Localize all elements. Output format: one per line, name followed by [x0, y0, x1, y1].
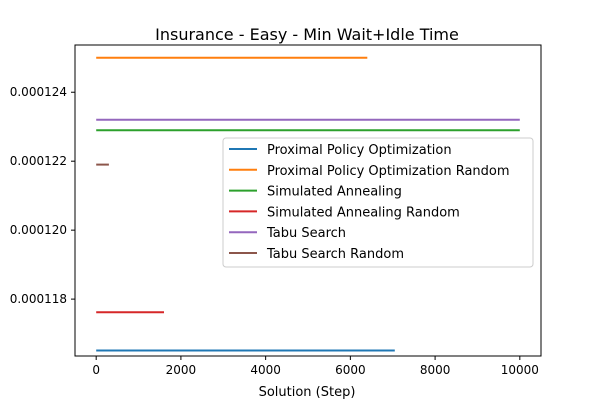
y-tick-label: 0.000120 — [10, 223, 67, 237]
x-tick-label: 4000 — [250, 363, 281, 377]
legend-label: Proximal Policy Optimization — [267, 143, 452, 158]
x-tick-label: 10000 — [501, 363, 539, 377]
x-tick-label: 2000 — [166, 363, 197, 377]
y-tick-label: 0.000122 — [10, 154, 67, 168]
legend-label: Tabu Search Random — [266, 247, 404, 262]
chart-title: Insurance - Easy - Min Wait+Idle Time — [155, 25, 459, 44]
legend-label: Proximal Policy Optimization Random — [267, 164, 510, 179]
x-tick-label: 6000 — [335, 363, 366, 377]
legend: Proximal Policy Optimization Proximal Pol… — [222, 137, 534, 268]
legend-label: Tabu Search — [266, 226, 346, 241]
plot-area-frame — [74, 44, 542, 357]
x-axis-label: Solution (Step) — [259, 385, 356, 400]
legend-box — [222, 137, 534, 268]
y-axis-ticks: 0.000118 0.000120 0.000122 0.000124 — [10, 85, 75, 306]
y-tick-label: 0.000124 — [10, 85, 67, 99]
x-axis-ticks: 0 2000 4000 6000 8000 10000 — [92, 356, 539, 377]
plot-lines — [96, 56, 520, 352]
x-tick-label: 8000 — [420, 363, 451, 377]
legend-label: Simulated Annealing — [267, 185, 402, 200]
legend-label: Simulated Annealing Random — [267, 205, 460, 220]
y-tick-label: 0.000118 — [10, 292, 67, 306]
x-tick-label: 0 — [92, 363, 100, 377]
